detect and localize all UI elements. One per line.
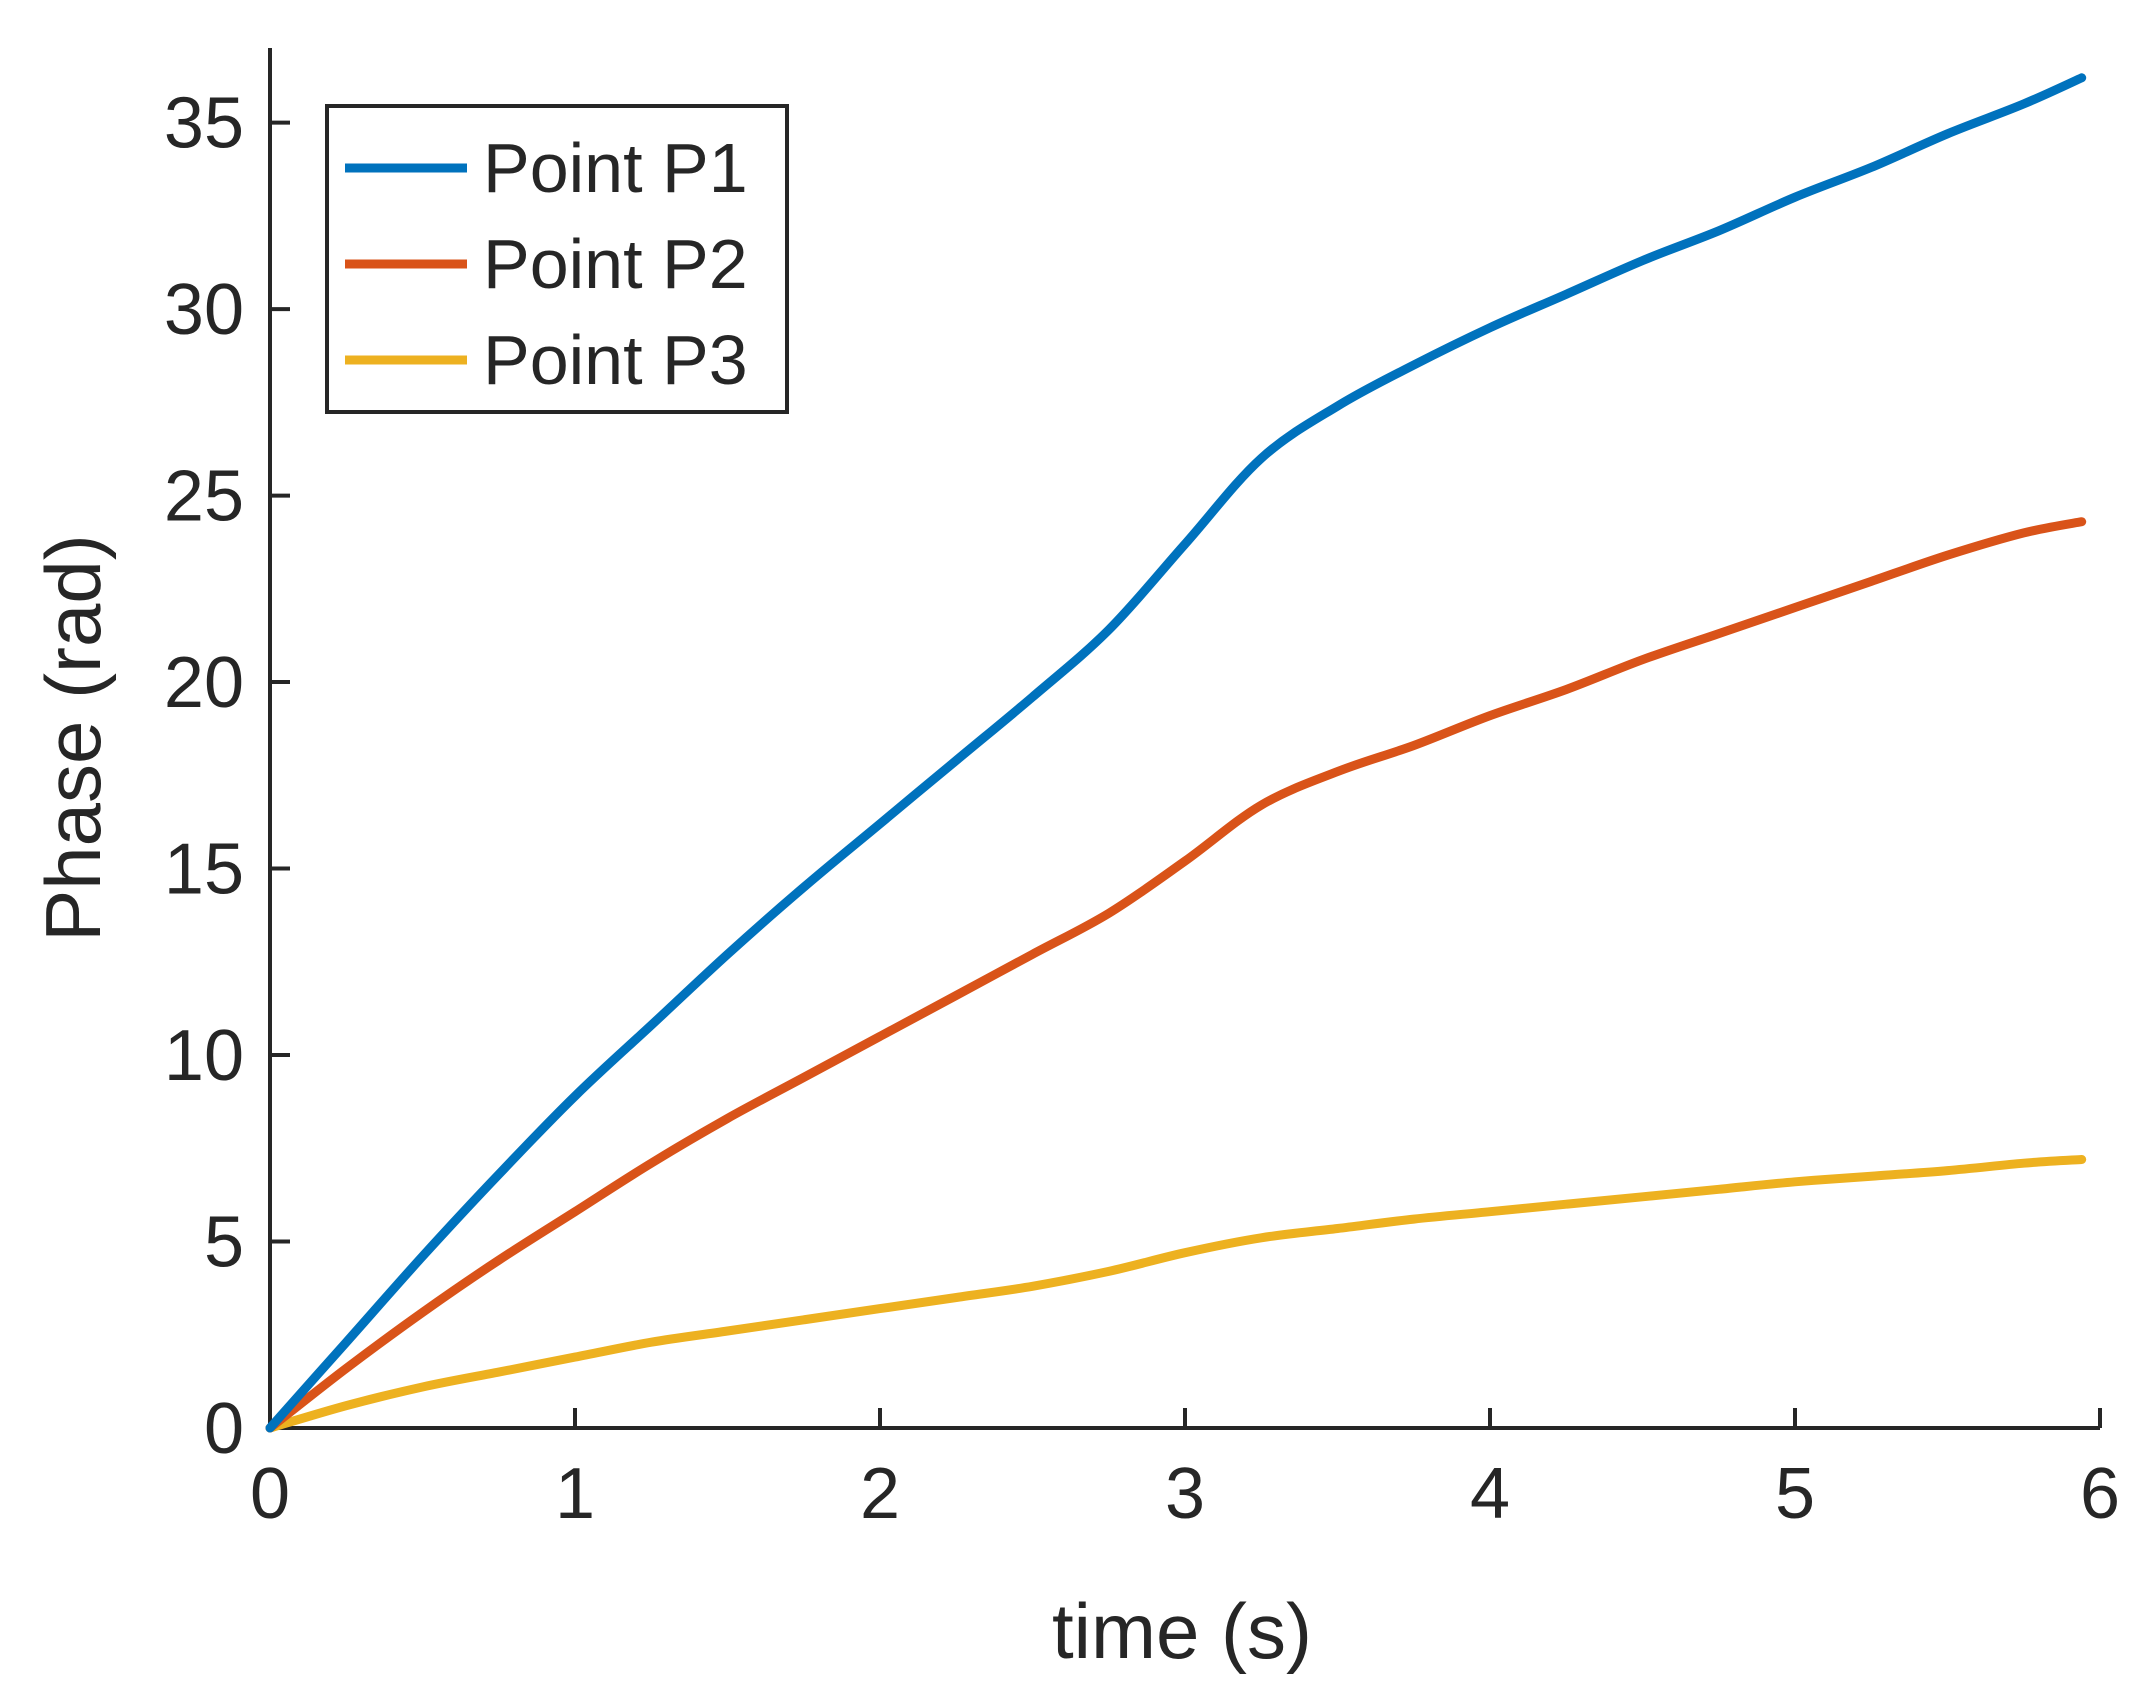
y-tick-label: 15 [164, 830, 244, 910]
x-tick-label: 4 [1470, 1454, 1510, 1534]
x-tick-label: 3 [1165, 1454, 1205, 1534]
y-tick-label: 30 [164, 270, 244, 350]
y-tick-label: 5 [204, 1203, 244, 1283]
x-tick-label: 0 [250, 1454, 290, 1534]
series-line-point-p1 [265, 73, 2087, 1433]
y-tick-label: 25 [164, 457, 244, 537]
series-line-point-p3 [265, 1155, 2087, 1433]
x-tick-label: 2 [860, 1454, 900, 1534]
y-tick-label: 0 [204, 1389, 244, 1469]
x-tick-label: 1 [555, 1454, 595, 1534]
legend-label-point-p1: Point P1 [483, 129, 748, 207]
legend-label-point-p2: Point P2 [483, 225, 748, 303]
legend-label-point-p3: Point P3 [483, 321, 748, 399]
x-tick-label: 5 [1775, 1454, 1815, 1534]
x-axis-label: time (s) [1052, 1587, 1312, 1675]
axes: 0 1 2 3 4 5 6 0 5 10 15 20 25 30 35 [164, 48, 2120, 1534]
y-axis-label: Phase (rad) [29, 534, 117, 942]
y-tick-label: 20 [164, 643, 244, 723]
x-tick-label: 6 [2080, 1454, 2120, 1534]
series-line-point-p2 [265, 517, 2087, 1433]
legend: Point P1 Point P2 Point P3 [325, 104, 789, 414]
y-tick-label: 35 [164, 84, 244, 164]
series-layer [265, 73, 2087, 1433]
y-tick-label: 10 [164, 1016, 244, 1096]
